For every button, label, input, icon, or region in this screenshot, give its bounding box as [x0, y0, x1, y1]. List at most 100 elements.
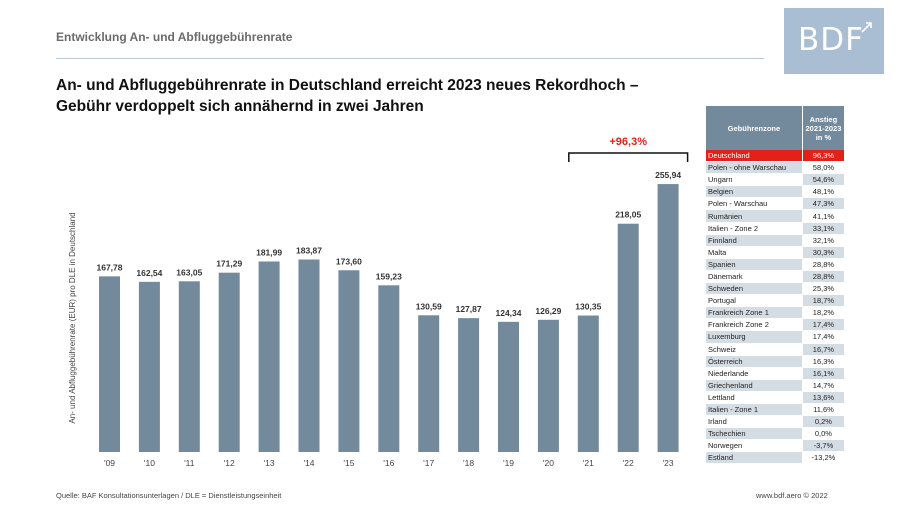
- data-label: 130,35: [575, 302, 601, 312]
- zone-change: 54,6%: [801, 173, 844, 187]
- table-row: Italien - Zone 1 11,6%: [706, 403, 844, 417]
- zone-change: 18,7%: [801, 294, 844, 308]
- annotation-label: +96,3%: [609, 136, 647, 148]
- x-tick-label: '16: [383, 458, 394, 468]
- headline: An- und Abfluggebührenrate in Deutschlan…: [56, 75, 706, 117]
- zone-name: Polen - ohne Warschau: [706, 161, 803, 175]
- logo-text: BDF: [798, 22, 864, 58]
- bar: [178, 281, 200, 452]
- table-row: Malta 30,3%: [706, 246, 844, 259]
- table-row: Estland -13,2%: [706, 451, 844, 465]
- x-tick-label: '20: [543, 458, 554, 468]
- zone-name: Luxemburg: [706, 330, 803, 344]
- data-label: 218,05: [615, 210, 641, 220]
- zone-change: 41,1%: [801, 209, 844, 223]
- zone-name: Schweiz: [706, 343, 803, 356]
- x-tick-label: '22: [623, 458, 634, 468]
- x-tick-label: '15: [343, 458, 354, 468]
- table-row: Polen - Warschau 47,3%: [706, 197, 844, 211]
- zone-name: Estland: [706, 451, 803, 465]
- zone-name: Rumänien: [706, 209, 803, 223]
- table-row: Österreich 16,3%: [706, 355, 844, 368]
- bar: [298, 259, 320, 452]
- zone-change: 48,1%: [801, 185, 844, 199]
- table-row: Finnland 32,1%: [706, 234, 844, 247]
- zone-change: 17,4%: [801, 330, 844, 344]
- headline-line-2: Gebühr verdoppelt sich annähernd in zwei…: [56, 98, 424, 115]
- bdf-logo: BDF: [784, 8, 884, 74]
- zone-change: 28,8%: [801, 270, 844, 284]
- table-row: Tschechien 0,0%: [706, 427, 844, 441]
- zone-name: Portugal: [706, 294, 803, 308]
- zone-change: 25,3%: [801, 282, 844, 296]
- x-tick-label: '14: [303, 458, 314, 468]
- table-row: Niederlande 16,1%: [706, 367, 844, 380]
- zone-name: Griechenland: [706, 379, 803, 392]
- x-tick-label: '09: [104, 458, 115, 468]
- zone-change: 11,6%: [801, 403, 844, 417]
- zone-change: 18,2%: [801, 306, 844, 320]
- data-label: 163,05: [176, 267, 202, 277]
- bar: [378, 285, 400, 452]
- x-tick-label: '10: [144, 458, 155, 468]
- zone-name: Belgien: [706, 185, 803, 199]
- data-label: 171,29: [216, 259, 242, 269]
- table-row: Norwegen -3,7%: [706, 439, 844, 453]
- data-label: 162,54: [136, 268, 162, 278]
- table-row: Lettland 13,6%: [706, 391, 844, 404]
- table-row: Belgien 48,1%: [706, 185, 844, 199]
- bar: [99, 276, 120, 452]
- bar: [657, 184, 679, 452]
- x-tick-label: '21: [583, 458, 594, 468]
- annotation-bracket: [568, 152, 689, 162]
- table-row: Schweden 25,3%: [706, 282, 844, 296]
- data-label: 173,60: [336, 256, 362, 266]
- x-tick-label: '19: [503, 458, 514, 468]
- table-row: Luxemburg 17,4%: [706, 330, 844, 344]
- table-row: Deutschland 96,3%: [706, 150, 844, 163]
- zone-name: Schweden: [706, 282, 803, 296]
- arrow-icon: [861, 22, 872, 33]
- data-label: 124,34: [496, 308, 522, 318]
- zone-change: 28,8%: [801, 258, 844, 271]
- x-tick-label: '12: [224, 458, 235, 468]
- zone-name: Niederlande: [706, 367, 803, 380]
- zone-name: Lettland: [706, 391, 803, 404]
- bar: [537, 319, 559, 452]
- data-label: 167,78: [97, 262, 123, 272]
- zone-name: Polen - Warschau: [706, 197, 803, 211]
- fee-zone-table: Gebührenzone Anstieg 2021-2023 in % Deut…: [706, 106, 844, 465]
- zone-name: Norwegen: [706, 439, 803, 453]
- table-header-change: Anstieg 2021-2023 in %: [801, 106, 844, 150]
- zone-name: Italien - Zone 1: [706, 403, 803, 417]
- zone-name: Dänemark: [706, 270, 803, 284]
- zone-name: Spanien: [706, 258, 803, 271]
- zone-name: Ungarn: [706, 173, 803, 187]
- bar: [498, 321, 519, 452]
- table-row: Schweiz 16,7%: [706, 343, 844, 356]
- bar: [418, 315, 440, 452]
- zone-name: Italien - Zone 2: [706, 222, 803, 235]
- headline-line-1: An- und Abfluggebührenrate in Deutschlan…: [56, 77, 639, 94]
- table-row: Ungarn 54,6%: [706, 173, 844, 187]
- zone-change: 96,3%: [801, 150, 844, 163]
- zone-name: Frankreich Zone 1: [706, 306, 803, 320]
- table-row: Rumänien 41,1%: [706, 209, 844, 223]
- source-note: Quelle: BAF Konsultationsunterlagen / DL…: [56, 491, 282, 500]
- x-tick-label: '11: [184, 458, 195, 468]
- x-tick-label: '23: [663, 458, 674, 468]
- zone-change: 32,1%: [801, 234, 844, 247]
- bar: [577, 315, 599, 452]
- table-row: Irland 0,2%: [706, 415, 844, 429]
- data-label: 255,94: [655, 170, 681, 180]
- data-label: 181,99: [256, 247, 282, 257]
- x-tick-label: '17: [423, 458, 434, 468]
- zone-change: 16,7%: [801, 343, 844, 356]
- zone-name: Frankreich Zone 2: [706, 318, 803, 332]
- table-row: Dänemark 28,8%: [706, 270, 844, 284]
- zone-name: Finnland: [706, 234, 803, 247]
- x-tick-label: '18: [463, 458, 474, 468]
- zone-change: 16,1%: [801, 367, 844, 380]
- section-title: Entwicklung An- und Abfluggebührenrate: [56, 30, 293, 44]
